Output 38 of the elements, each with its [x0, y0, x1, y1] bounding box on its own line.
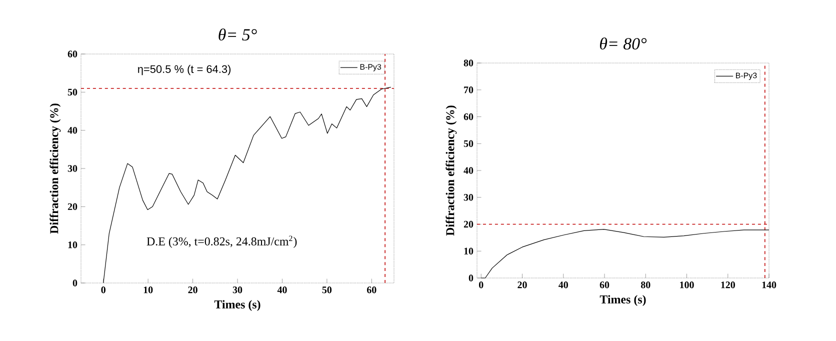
y-tick-label: 30: [464, 194, 474, 201]
y-tick-label: 10: [68, 241, 78, 248]
x-axis-title: Times (s): [600, 295, 646, 306]
x-axis-title: Times (s): [214, 300, 260, 311]
y-tick-label: 30: [68, 165, 78, 172]
x-tick-label: 50: [322, 286, 332, 294]
chart-title: θ= 80°: [600, 38, 647, 50]
x-tick-label: 40: [277, 286, 287, 294]
x-tick-label: 0: [101, 286, 106, 294]
y-tick-label: 70: [464, 86, 474, 94]
y-tick-label: 80: [464, 60, 474, 66]
y-tick-label: 50: [68, 88, 78, 96]
y-tick-label: 40: [464, 167, 474, 174]
x-tick-label: 80: [640, 282, 650, 288]
y-tick-label: 60: [68, 50, 78, 58]
y-tick-label: 20: [464, 220, 474, 228]
annotation: η=50.5 % (t = 64.3): [138, 64, 231, 76]
y-tick-label: 20: [68, 203, 78, 210]
x-tick-label: 20: [518, 282, 527, 288]
y-tick-label: 60: [464, 113, 474, 120]
y-tick-label: 50: [464, 140, 474, 147]
x-tick-label: 60: [367, 286, 376, 294]
x-tick-label: 20: [188, 286, 198, 294]
chart-title: θ= 5°: [218, 28, 257, 41]
x-tick-label: 30: [232, 286, 242, 294]
y-tick-label: 10: [464, 248, 474, 254]
x-tick-label: 10: [144, 286, 153, 294]
annotation: D.E (3%, t=0.82s, 24.8mJ/cm$^{2}$): [146, 236, 297, 248]
y-tick-label: 40: [68, 126, 78, 134]
x-tick-label: 120: [721, 282, 735, 288]
x-tick-label: 40: [558, 282, 568, 288]
x-tick-label: 140: [762, 282, 776, 288]
y-axis-title: Diffraction efficiency (%): [446, 106, 457, 236]
x-tick-label: 0: [479, 282, 484, 288]
x-tick-label: 60: [600, 282, 610, 288]
y-tick-label: 0: [468, 274, 474, 282]
y-axis-title: Diffraction efficiency (%): [50, 104, 61, 234]
x-tick-label: 100: [680, 282, 694, 288]
